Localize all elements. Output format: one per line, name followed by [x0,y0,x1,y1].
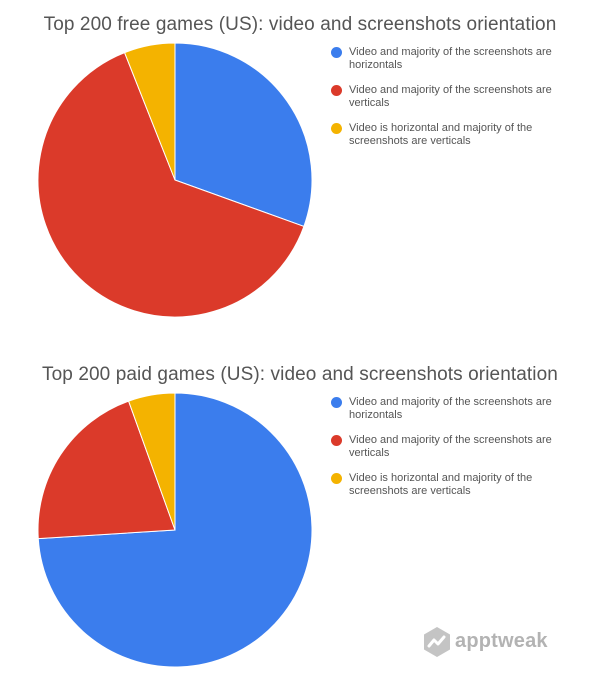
legend: Video and majority of the screenshots ar… [331,46,591,160]
chart-title: Top 200 paid games (US): video and scree… [42,364,558,385]
legend-label: Video is horizontal and majority of the … [349,122,533,147]
legend-label: Video is horizontal and majority of the … [349,472,533,497]
legend-dot [331,85,342,96]
legend-label: Video and majority of the screenshots ar… [349,84,552,109]
legend-item-mixed: Video is horizontal and majority of the … [331,472,591,498]
legend-label: Video and majority of the screenshots ar… [349,46,552,71]
legend-dot [331,435,342,446]
legend-dot [331,473,342,484]
legend-dot [331,47,342,58]
legend-label: Video and majority of the screenshots ar… [349,434,552,459]
paid-games-pie [37,392,313,668]
legend-item-horizontals: Video and majority of the screenshots ar… [331,396,591,422]
free-games-chart: Top 200 free games (US): video and scree… [37,14,591,318]
chart-title: Top 200 free games (US): video and scree… [43,14,557,35]
legend-item-verticals: Video and majority of the screenshots ar… [331,434,591,460]
legend-dot [331,123,342,134]
brand-name: apptweak [455,630,548,652]
pie-slice-2 [127,392,176,531]
pie-slice-0 [174,42,313,228]
legend-item-mixed: Video is horizontal and majority of the … [331,122,591,148]
apptweak-logo: apptweak [423,626,553,658]
pie-slice-1 [37,51,305,318]
free-games-pie [37,42,313,318]
legend-item-verticals: Video and majority of the screenshots ar… [331,84,591,110]
paid-games-chart: Top 200 paid games (US): video and scree… [0,350,600,679]
apptweak-logo-icon [424,627,450,657]
legend: Video and majority of the screenshots ar… [331,396,591,510]
legend-dot [331,397,342,408]
pie-slice-2 [123,42,176,181]
legend-item-horizontals: Video and majority of the screenshots ar… [331,46,591,72]
legend-label: Video and majority of the screenshots ar… [349,396,552,421]
